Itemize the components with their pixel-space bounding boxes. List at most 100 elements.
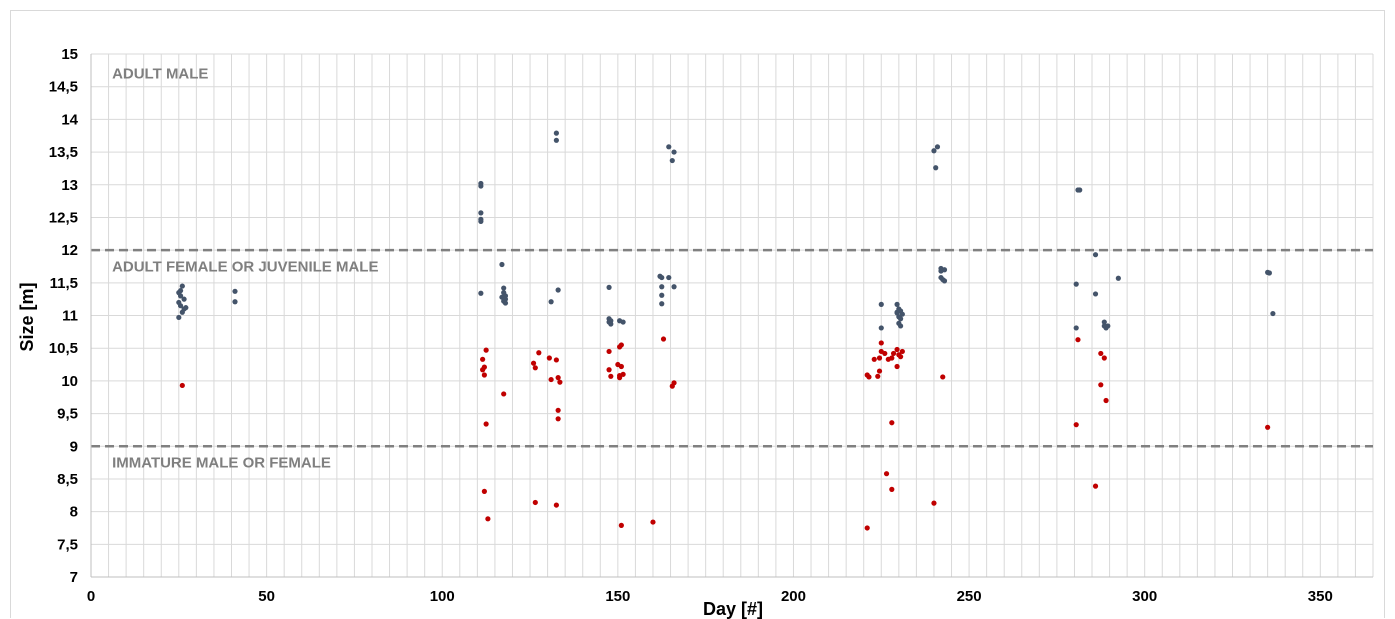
data-point-blue <box>177 303 184 309</box>
data-point-blue <box>1270 310 1276 317</box>
data-point-red <box>485 516 491 522</box>
y-axis-title: Size [m] <box>17 282 37 351</box>
region-label: ADULT FEMALE OR JUVENILE MALE <box>112 258 378 275</box>
data-point-blue <box>1092 291 1099 297</box>
data-point-red <box>899 348 905 355</box>
data-point-blue <box>1077 187 1083 193</box>
scatter-chart: 0 50 100 150 200 250 300 350 7 7,5 8 8,5 9 9,5 10 10,5 1… <box>17 46 1374 619</box>
data-point-red <box>890 350 897 357</box>
y-tick-label: 7,5 <box>57 536 78 553</box>
data-point-red <box>483 421 489 427</box>
data-point-blue <box>620 319 626 325</box>
data-point-blue <box>1073 281 1079 287</box>
data-point-red <box>1073 422 1079 428</box>
data-point-red <box>1092 483 1099 489</box>
data-point-red <box>532 365 538 371</box>
data-point-blue <box>553 130 559 136</box>
x-tick-label: 150 <box>605 588 630 605</box>
y-tick-label: 14 <box>61 111 78 128</box>
data-point-red <box>940 374 946 380</box>
y-tick-label: 7 <box>70 569 78 586</box>
data-point-red <box>897 354 904 360</box>
data-point-blue <box>669 157 675 164</box>
y-tick-label: 9 <box>70 438 78 455</box>
data-point-blue <box>934 144 941 150</box>
data-point-blue <box>878 301 884 307</box>
data-point-red <box>546 355 552 361</box>
data-point-blue <box>181 296 187 302</box>
data-point-red <box>1075 337 1081 343</box>
data-point-red <box>889 486 895 492</box>
data-point-red <box>553 502 559 508</box>
x-tick-label: 350 <box>1308 588 1333 605</box>
data-point-red <box>608 373 614 379</box>
axes <box>90 54 1373 578</box>
data-point-blue <box>1101 319 1107 325</box>
data-point-red <box>864 525 870 531</box>
data-point-red <box>650 519 656 525</box>
data-point-red <box>606 348 612 355</box>
y-tick-label: 12 <box>61 242 78 259</box>
data-point-red <box>871 356 877 362</box>
data-point-blue <box>501 285 507 291</box>
x-tick-label: 0 <box>87 588 95 605</box>
y-tick-label: 11,5 <box>50 275 78 292</box>
data-point-blue <box>878 325 884 331</box>
data-point-red <box>883 471 890 477</box>
data-point-blue <box>941 278 948 284</box>
data-point-blue <box>1092 252 1099 258</box>
data-point-red <box>1265 424 1271 430</box>
x-tick-label: 300 <box>1132 588 1157 605</box>
data-point-red <box>889 420 895 426</box>
data-point-red <box>606 367 612 373</box>
data-point-blue <box>938 268 944 274</box>
data-point-red <box>532 499 538 506</box>
data-point-red <box>501 391 507 397</box>
data-point-blue <box>659 292 665 298</box>
tick-labels: 0 50 100 150 200 250 300 350 7 7,5 8 8,5 9 9,5 10 10,5 1… <box>49 46 1333 605</box>
data-point-red <box>555 375 561 381</box>
x-tick-label: 250 <box>957 588 982 605</box>
data-point-blue <box>183 305 189 311</box>
data-point-red <box>882 350 888 357</box>
data-point-red <box>480 367 486 373</box>
data-point-red <box>866 374 872 380</box>
x-tick-label: 50 <box>258 588 275 605</box>
y-tick-label: 8,5 <box>57 471 78 488</box>
data-point-red <box>931 500 937 506</box>
data-point-blue <box>478 290 484 296</box>
y-tick-label: 14,5 <box>49 79 78 96</box>
grid <box>91 53 1374 577</box>
data-point-blue <box>176 314 182 321</box>
data-point-blue <box>894 310 900 316</box>
data-point-red <box>876 368 883 374</box>
data-point-red <box>894 363 900 370</box>
data-point-red <box>618 522 624 528</box>
data-point-red <box>894 346 900 353</box>
data-point-blue <box>671 284 677 290</box>
region-label: IMMATURE MALE OR FEMALE <box>112 455 331 472</box>
data-point-blue <box>608 321 614 327</box>
data-point-red <box>480 356 486 362</box>
y-tick-label: 12,5 <box>49 209 78 226</box>
data-point-blue <box>897 316 904 322</box>
data-point-blue <box>666 274 672 281</box>
data-point-blue <box>555 287 561 293</box>
data-point-red <box>876 355 883 361</box>
y-tick-label: 13,5 <box>49 144 78 161</box>
data-point-blue <box>894 301 900 307</box>
x-tick-label: 100 <box>430 588 455 605</box>
data-point-blue <box>478 210 484 216</box>
data-point-red <box>618 363 624 370</box>
data-point-red <box>878 340 884 346</box>
data-point-red <box>555 416 561 422</box>
data-point-red <box>548 376 554 383</box>
data-points <box>176 130 1276 531</box>
chart-frame: 0 50 100 150 200 250 300 350 7 7,5 8 8,5 9 9,5 10 10,5 1… <box>10 10 1385 619</box>
data-point-blue <box>179 283 185 289</box>
y-tick-label: 11 <box>62 308 78 325</box>
data-point-blue <box>659 301 665 307</box>
data-point-blue <box>938 274 944 281</box>
data-point-blue <box>177 293 184 299</box>
y-tick-label: 13 <box>61 177 78 194</box>
